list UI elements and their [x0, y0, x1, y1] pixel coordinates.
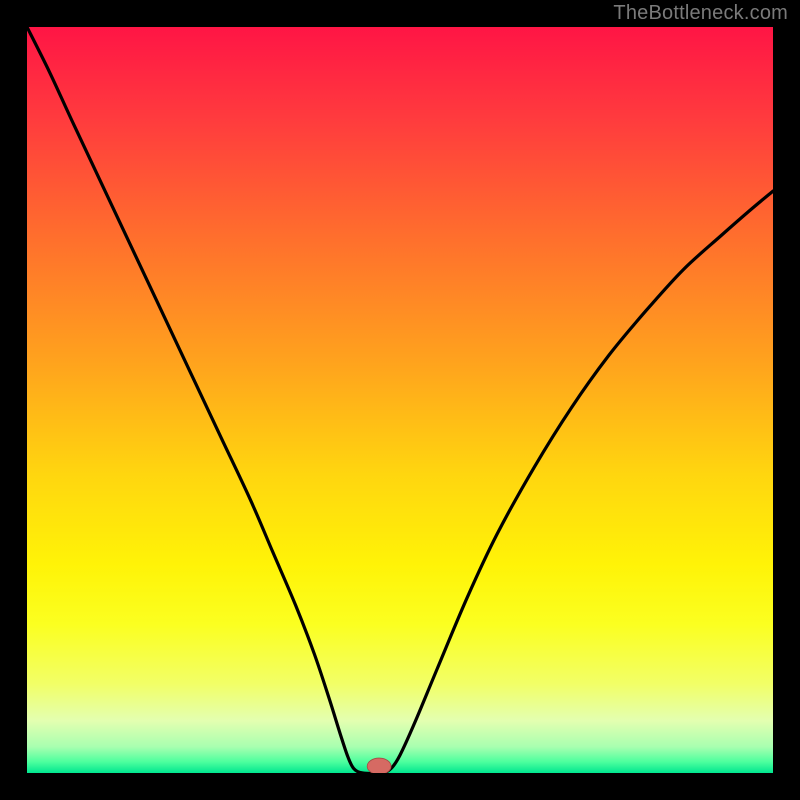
plot-svg: [27, 27, 773, 773]
optimal-point-marker: [367, 758, 391, 773]
chart-frame: TheBottleneck.com: [0, 0, 800, 800]
plot-area: [27, 27, 773, 773]
watermark-text: TheBottleneck.com: [613, 2, 788, 25]
gradient-background: [27, 27, 773, 773]
